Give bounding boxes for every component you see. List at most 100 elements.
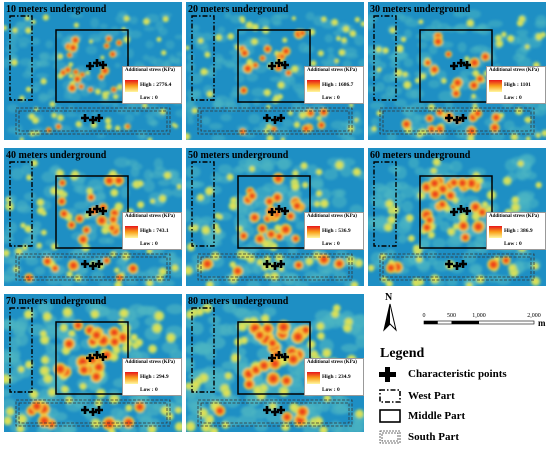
stress-map-panel: 80 meters underground Additional stress (… [186,294,364,432]
characteristic-point-icon [81,260,89,268]
stress-legend: Additional stress (KPa) High : 536.9 Low :… [304,212,364,250]
stress-low-label: Low : 0 [322,95,340,101]
stress-low-label: Low : 0 [140,387,158,393]
stress-heatmap: 20 meters underground [186,2,364,140]
characteristic-point-icon [275,205,283,213]
panel-title: 60 meters underground [370,150,471,161]
west-part-boundary [9,15,33,101]
scale-tick-2000: 2,000 [527,313,541,319]
characteristic-point-icon [81,406,89,414]
stress-map-panel: 70 meters underground Additional stress (… [4,294,182,432]
west-part-boundary [191,161,215,247]
characteristic-point-icon [463,207,471,215]
characteristic-point-icon [453,262,461,270]
stress-legend: Additional stress (KPa) High : 386.9 Low :… [486,212,546,250]
stress-map-panel: 50 meters underground Additional stress (… [186,148,364,286]
characteristic-point-icon [268,62,276,70]
stress-high-label: High : 386.9 [504,228,533,234]
south-part-boundary [15,107,171,135]
characteristic-point-icon [277,114,285,122]
stress-legend: Additional stress (KPa) High : 2776.4 Low … [122,66,182,104]
characteristic-point-icon [281,353,289,361]
characteristic-point-icon [99,207,107,215]
characteristic-point-icon [281,61,289,69]
legend-item-west-part: West Part [378,388,548,406]
characteristic-point-icon [263,260,271,268]
stress-legend-title: Additional stress (KPa) [489,214,539,219]
panel-title: 20 meters underground [188,4,289,15]
south-part-boundary [197,107,353,135]
characteristic-point-icon [93,205,101,213]
stress-legend-title: Additional stress (KPa) [125,360,175,365]
scale-tick-0: 0 [423,313,426,319]
characteristic-point-icon [99,353,107,361]
characteristic-point-icon [445,114,453,122]
map-legend: Legend Characteristic points West Part M… [376,346,548,450]
stress-legend-title: Additional stress (KPa) [307,360,357,365]
stress-color-ramp [489,80,502,92]
panel-title: 10 meters underground [6,4,107,15]
characteristic-point-icon [277,406,285,414]
stress-high-label: High : 1101 [504,82,531,88]
stress-low-label: Low : 0 [140,95,158,101]
characteristic-point-icon [99,61,107,69]
north-arrow-icon [383,303,397,332]
stress-low-label: Low : 0 [504,95,522,101]
dash-dot-rect-icon [379,389,401,403]
stress-high-label: High : 234.9 [322,374,351,380]
characteristic-point-icon [95,114,103,122]
characteristic-point-icon [89,262,97,270]
south-part-boundary [18,256,168,278]
stress-high-label: High : 1686.7 [322,82,354,88]
stress-color-ramp [307,372,320,384]
characteristic-point-icon [86,62,94,70]
south-part-boundary [197,253,353,281]
panel-title: 70 meters underground [6,296,107,307]
characteristic-point-icon [459,260,467,268]
stress-map-panel: 20 meters underground Additional stress (… [186,2,364,140]
stress-color-ramp [125,80,138,92]
characteristic-point-icon [271,408,279,416]
double-dash-rect-icon [379,430,401,444]
characteristic-point-icon [277,260,285,268]
stress-legend: Additional stress (KPa) High : 743.1 Low :… [122,212,182,250]
stress-legend: Additional stress (KPa) High : 294.9 Low :… [122,358,182,396]
stress-legend-title: Additional stress (KPa) [307,68,357,73]
west-part-boundary [9,307,33,393]
scale-tick-1000: 1,000 [472,313,486,319]
scale-tick-500: 500 [447,313,456,319]
stress-map-panel: 60 meters underground Additional stress (… [368,148,546,286]
stress-low-label: Low : 0 [140,241,158,247]
legend-label: West Part [408,390,455,402]
stress-high-label: High : 743.1 [140,228,169,234]
legend-label: South Part [408,431,460,443]
characteristic-point-icon [450,208,458,216]
south-part-boundary [18,402,168,424]
west-part-boundary [191,15,215,101]
stress-heatmap: 70 meters underground [4,294,182,432]
stress-color-ramp [307,226,320,238]
stress-map-panel: 30 meters underground Additional stress (… [368,2,546,140]
stress-legend-title: Additional stress (KPa) [125,214,175,219]
stress-legend-title: Additional stress (KPa) [125,68,175,73]
stress-legend: Additional stress (KPa) High : 234.9 Low :… [304,358,364,396]
characteristic-point-icon [271,116,279,124]
characteristic-point-icon [275,351,283,359]
characteristic-point-icon [93,59,101,67]
characteristic-point-icon [450,62,458,70]
panel-title: 50 meters underground [188,150,289,161]
south-part-boundary [18,110,168,132]
south-part-boundary [379,253,535,281]
south-part-boundary [200,256,350,278]
characteristic-point-icon [463,61,471,69]
south-part-boundary [15,253,171,281]
stress-legend: Additional stress (KPa) High : 1686.7 Low … [304,66,364,104]
stress-map-panel: 40 meters underground Additional stress (… [4,148,182,286]
solid-rect-icon [379,409,401,423]
legend-item-characteristic-points: Characteristic points [378,366,548,384]
stress-low-label: Low : 0 [322,241,340,247]
panel-title: 80 meters underground [188,296,289,307]
characteristic-point-icon [457,59,465,67]
cross-icon [379,367,396,382]
stress-color-ramp [307,80,320,92]
